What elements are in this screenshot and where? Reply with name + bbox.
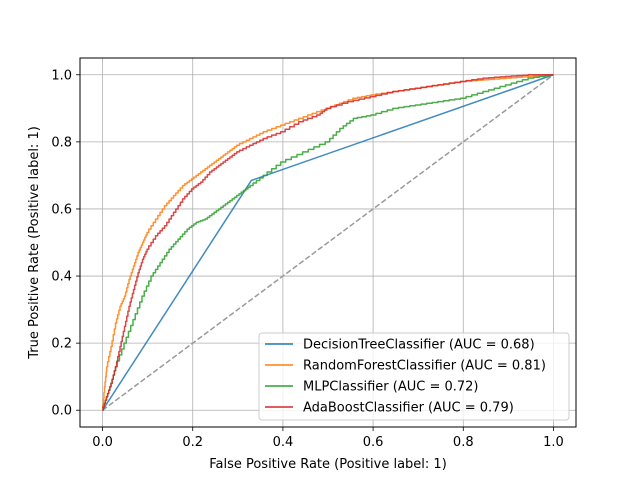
tick-layer: 0.0 0.2 0.4 0.6 0.8 1.0 0.0 0.2 0.4 0.6 0.8 1.0 — [51, 68, 563, 450]
x-tick-label-1: 0.2 — [182, 435, 203, 450]
series-line-3 — [102, 74, 554, 411]
legend-label-3: AdaBoostClassifier (AUC = 0.79) — [303, 401, 514, 416]
grid-layer — [80, 58, 576, 427]
y-tick-label-5: 1.0 — [51, 68, 72, 83]
chance-line — [102, 74, 554, 411]
legend-label-2: MLPClassifier (AUC = 0.72) — [303, 380, 479, 395]
x-tick-label-4: 0.8 — [453, 435, 474, 450]
x-tick-label-0: 0.0 — [92, 435, 113, 450]
y-tick-label-3: 0.6 — [51, 202, 72, 217]
y-tick-label-1: 0.2 — [51, 337, 72, 352]
legend-label-1: RandomForestClassifier (AUC = 0.81) — [303, 359, 546, 374]
series-layer — [101, 74, 554, 411]
x-axis-label: False Positive Rate (Positive label: 1) — [209, 457, 447, 472]
x-tick-label-5: 1.0 — [543, 435, 564, 450]
series-line-2 — [102, 74, 554, 411]
legend: DecisionTreeClassifier (AUC = 0.68) Rando… — [258, 332, 570, 421]
y-tick-label-0: 0.0 — [51, 404, 72, 419]
x-tick-label-2: 0.4 — [273, 435, 294, 450]
y-axis-label: True Positive Rate (Positive label: 1) — [27, 126, 42, 360]
y-tick-label-2: 0.4 — [51, 270, 72, 285]
y-tick-label-4: 0.8 — [51, 135, 72, 150]
series-line-0 — [101, 74, 554, 411]
plot-frame — [79, 57, 577, 428]
x-tick-label-3: 0.6 — [363, 435, 384, 450]
legend-box — [258, 332, 570, 421]
legend-label-0: DecisionTreeClassifier (AUC = 0.68) — [303, 338, 535, 353]
